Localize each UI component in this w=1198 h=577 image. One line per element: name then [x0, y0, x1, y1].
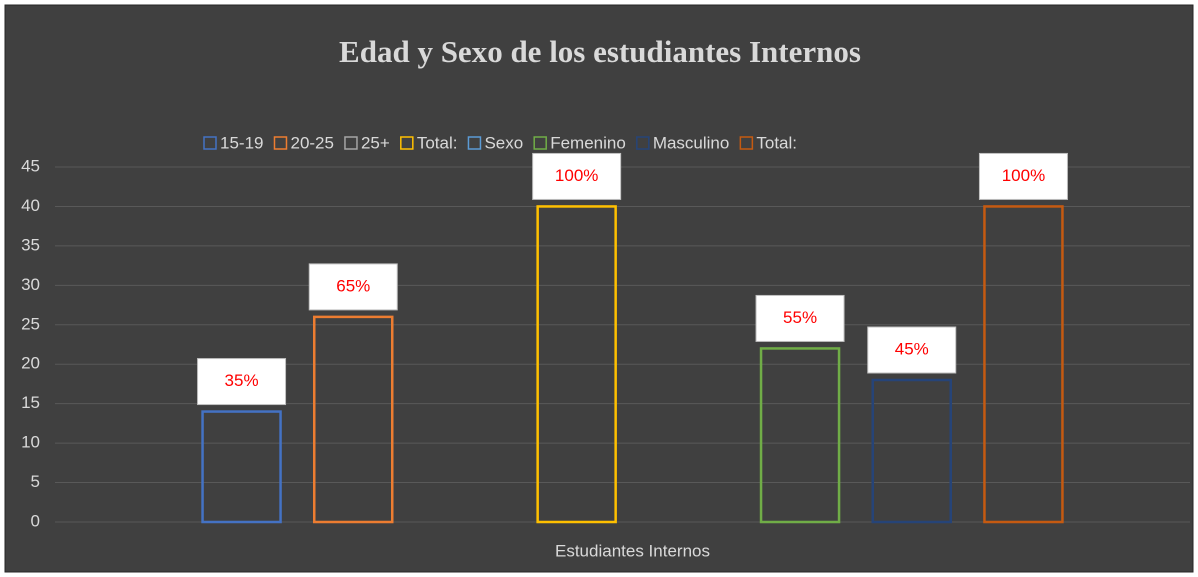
legend-label: 25+: [361, 133, 390, 152]
legend-swatch: [467, 136, 482, 150]
y-tick-label: 40: [21, 196, 40, 215]
data-label-box: [197, 358, 287, 406]
legend-label: 20-25: [290, 133, 333, 152]
legend-swatch: [273, 136, 288, 150]
data-label: 100%: [1002, 166, 1045, 185]
legend-label: Femenino: [550, 133, 626, 152]
data-label: 55%: [783, 308, 817, 327]
data-label: 65%: [336, 276, 370, 295]
data-label-box: [532, 152, 622, 200]
y-tick-label: 0: [31, 511, 40, 530]
y-tick-label: 35: [21, 235, 40, 254]
bar: [759, 347, 841, 524]
bar: [536, 205, 617, 524]
data-label: 45%: [895, 339, 929, 358]
bar: [201, 410, 282, 524]
data-label-box: [867, 326, 957, 374]
y-tick-label: 15: [21, 393, 40, 412]
y-tick-label: 25: [21, 314, 40, 333]
legend-swatch: [400, 136, 414, 150]
data-label-box: [978, 152, 1068, 200]
bar: [871, 378, 952, 524]
bar: [313, 315, 394, 524]
y-tick-label: 5: [31, 472, 40, 491]
chart-background: [4, 4, 1194, 573]
legend-swatch: [203, 136, 217, 150]
legend-label: Total:: [417, 133, 458, 152]
data-label: 100%: [555, 166, 598, 185]
y-tick-label: 45: [21, 156, 40, 175]
legend-label: Total:: [756, 133, 797, 152]
data-label-box: [308, 263, 398, 311]
y-tick-label: 20: [21, 354, 40, 373]
data-label-box: [755, 294, 845, 342]
y-tick-label: 30: [21, 275, 40, 294]
y-tick-label: 10: [21, 433, 40, 452]
legend-label: 15-19: [220, 133, 263, 152]
legend-swatch: [739, 136, 754, 150]
legend-label: Sexo: [484, 133, 523, 152]
chart-title: Edad y Sexo de los estudiantes Internos: [339, 34, 861, 69]
legend-swatch: [636, 136, 650, 150]
legend-swatch: [533, 136, 547, 150]
x-axis-label: Estudiantes Internos: [555, 541, 710, 560]
legend-swatch: [344, 136, 358, 150]
data-label: 35%: [225, 371, 259, 390]
bar: [983, 205, 1064, 524]
legend-label: Masculino: [653, 133, 730, 152]
